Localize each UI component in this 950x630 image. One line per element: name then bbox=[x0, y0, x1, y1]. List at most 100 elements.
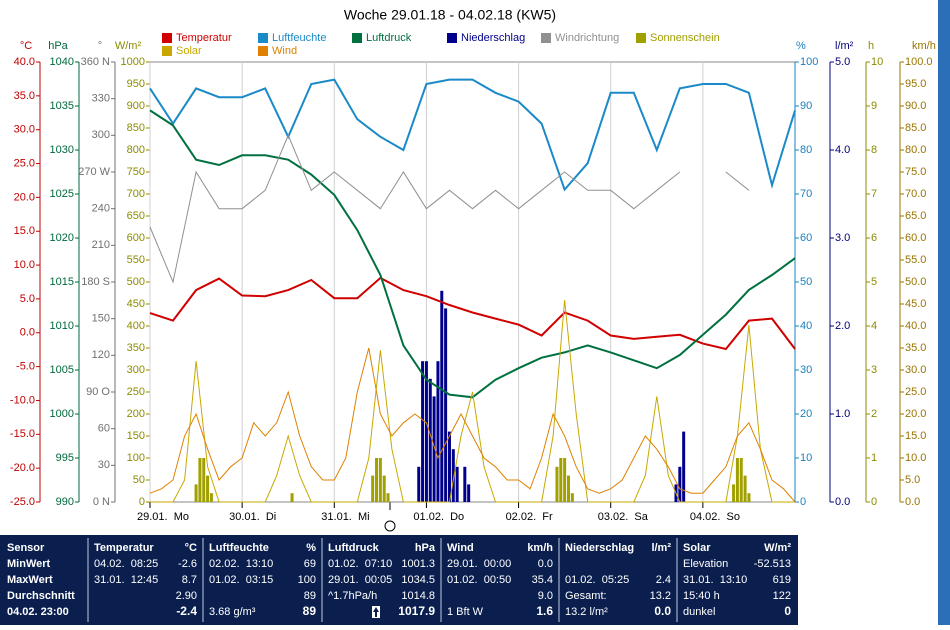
legend-label: Temperatur bbox=[176, 32, 232, 44]
row-label: 04.02. 23:00 bbox=[7, 606, 69, 618]
y-tick-label: 8 bbox=[871, 144, 877, 156]
y-tick-label: 850 bbox=[127, 122, 145, 134]
cell-label: dunkel bbox=[683, 606, 715, 618]
bar bbox=[378, 458, 382, 502]
y-tick-label: 0.0 bbox=[20, 327, 35, 339]
legend-label: Luftdruck bbox=[366, 32, 412, 44]
table-header: Wind bbox=[447, 542, 474, 554]
data-line bbox=[149, 134, 750, 284]
y-tick-label: 1000 bbox=[50, 408, 74, 420]
y-tick-label: 80.0 bbox=[905, 144, 926, 156]
x-tick-label: 30.01. Di bbox=[229, 511, 276, 523]
legend-swatch bbox=[352, 33, 362, 43]
axis-unit: ° bbox=[98, 40, 102, 52]
table-unit: km/h bbox=[527, 542, 553, 554]
legend-swatch bbox=[162, 46, 172, 56]
bar bbox=[428, 378, 432, 502]
y-tick-label: 360 N bbox=[81, 56, 110, 68]
bar bbox=[206, 475, 210, 502]
cell-label: 29.01. 00:00 bbox=[447, 558, 511, 570]
y-tick-label: 5 bbox=[871, 276, 877, 288]
y-tick-label: 10 bbox=[871, 56, 883, 68]
y-tick-label: 30.0 bbox=[905, 364, 926, 376]
cell-value: 8.7 bbox=[182, 574, 197, 586]
y-tick-label: 150 bbox=[127, 430, 145, 442]
cell-value: -52.513 bbox=[754, 558, 791, 570]
y-tick-label: 180 S bbox=[81, 276, 110, 288]
table-header: Luftdruck bbox=[328, 542, 380, 554]
axis-unit: hPa bbox=[48, 40, 68, 52]
y-tick-label: 2.0 bbox=[835, 320, 850, 332]
y-tick-label: 85.0 bbox=[905, 122, 926, 134]
y-tick-label: 15.0 bbox=[14, 225, 35, 237]
y-tick-label: 30 bbox=[98, 459, 110, 471]
table-header: Solar bbox=[683, 542, 711, 554]
bar bbox=[566, 475, 570, 502]
y-tick-label: 950 bbox=[127, 78, 145, 90]
cell-label: 01.02. 03:15 bbox=[209, 574, 273, 586]
bar bbox=[424, 361, 428, 502]
y-tick-label: 60 bbox=[98, 423, 110, 435]
y-tick-label: 7 bbox=[871, 188, 877, 200]
bar bbox=[570, 493, 574, 502]
y-tick-label: 750 bbox=[127, 166, 145, 178]
legend-swatch bbox=[541, 33, 551, 43]
y-tick-label: 60.0 bbox=[905, 232, 926, 244]
bar bbox=[202, 458, 206, 502]
cell-value: 0.0 bbox=[538, 558, 553, 570]
y-tick-label: 90 bbox=[800, 100, 812, 112]
bar bbox=[432, 396, 436, 502]
x-tick-label: 01.02. Do bbox=[413, 511, 464, 523]
y-tick-label: 80 bbox=[800, 144, 812, 156]
cell-value: 1034.5 bbox=[401, 574, 435, 586]
y-tick-label: 330 bbox=[92, 93, 110, 105]
bar bbox=[371, 475, 375, 502]
bar bbox=[451, 449, 455, 502]
bar bbox=[290, 493, 294, 502]
bar bbox=[375, 458, 379, 502]
y-tick-label: 20.0 bbox=[905, 408, 926, 420]
bar bbox=[747, 493, 751, 502]
axis-unit: km/h bbox=[912, 40, 936, 52]
bar bbox=[417, 466, 421, 502]
y-tick-label: 1035 bbox=[50, 100, 74, 112]
bar bbox=[743, 475, 747, 502]
y-tick-label: 10.0 bbox=[14, 259, 35, 271]
y-tick-label: 990 bbox=[56, 496, 74, 508]
y-tick-label: 0 bbox=[871, 496, 877, 508]
cell-value: 1.6 bbox=[536, 604, 553, 618]
cursor-icon bbox=[384, 520, 396, 532]
y-tick-label: 2 bbox=[871, 408, 877, 420]
bar bbox=[559, 458, 563, 502]
bar bbox=[209, 493, 213, 502]
y-tick-label: 50.0 bbox=[905, 276, 926, 288]
cell-value: 619 bbox=[773, 574, 791, 586]
cell-value: 0.0 bbox=[654, 604, 671, 618]
axis-unit: l/m² bbox=[835, 40, 854, 52]
table-header: Temperatur bbox=[94, 542, 154, 554]
y-tick-label: 120 bbox=[92, 349, 110, 361]
y-tick-label: 900 bbox=[127, 100, 145, 112]
cell-label: 02.02. 13:10 bbox=[209, 558, 273, 570]
legend-swatch bbox=[636, 33, 646, 43]
y-tick-label: 450 bbox=[127, 298, 145, 310]
y-tick-label: 5.0 bbox=[20, 293, 35, 305]
cell-value: 13.2 bbox=[650, 590, 671, 602]
bar bbox=[555, 466, 559, 502]
y-tick-label: 500 bbox=[127, 276, 145, 288]
y-tick-label: 40.0 bbox=[905, 320, 926, 332]
y-tick-label: 1.0 bbox=[835, 408, 850, 420]
y-tick-label: 800 bbox=[127, 144, 145, 156]
legend-swatch bbox=[258, 46, 268, 56]
row-label: MaxWert bbox=[7, 574, 53, 586]
y-tick-label: 1025 bbox=[50, 188, 74, 200]
bar bbox=[421, 361, 425, 502]
table-unit: W/m² bbox=[764, 542, 791, 554]
y-tick-label: 3.0 bbox=[835, 232, 850, 244]
cell-value: -2.6 bbox=[178, 558, 197, 570]
cell-label: 01.02. 00:50 bbox=[447, 574, 511, 586]
y-tick-label: 1040 bbox=[50, 56, 74, 68]
y-tick-label: 210 bbox=[92, 239, 110, 251]
y-tick-label: 60 bbox=[800, 232, 812, 244]
